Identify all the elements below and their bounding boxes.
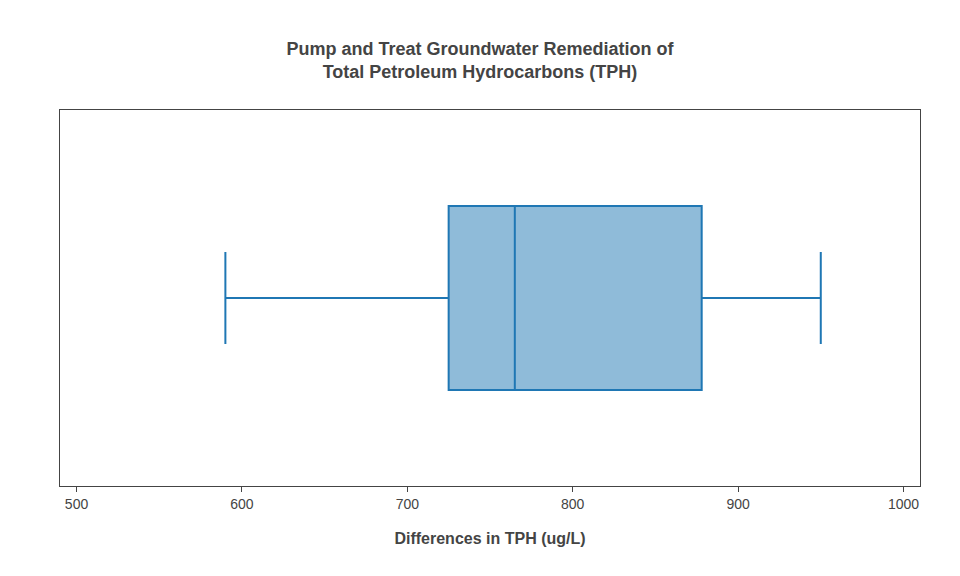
svg-text:500: 500 — [65, 496, 89, 512]
svg-text:Differences in TPH (ug/L): Differences in TPH (ug/L) — [394, 530, 585, 547]
svg-text:1000: 1000 — [888, 496, 919, 512]
svg-text:700: 700 — [396, 496, 420, 512]
svg-text:900: 900 — [726, 496, 750, 512]
svg-text:Pump and Treat Groundwater Rem: Pump and Treat Groundwater Remediation o… — [286, 39, 674, 82]
svg-text:600: 600 — [230, 496, 254, 512]
svg-text:800: 800 — [561, 496, 585, 512]
